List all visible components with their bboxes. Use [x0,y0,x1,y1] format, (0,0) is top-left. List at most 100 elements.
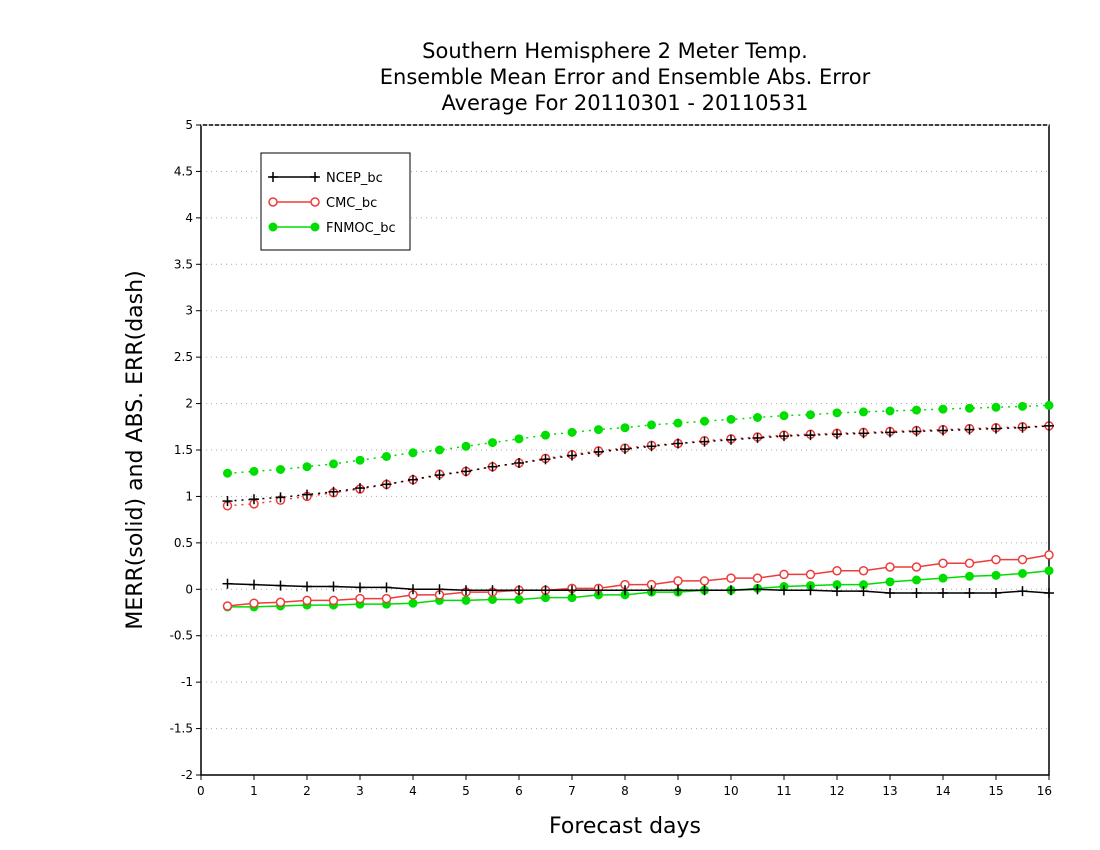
point-ncep-bc-merr [540,585,551,596]
legend-marker-cmc-bc [310,197,320,207]
legend-label-cmc-bc: CMC_bc [326,196,377,211]
legend-label-fnmoc-bc: FNMOC_bc [326,221,396,236]
chart-title-line-2: Ensemble Mean Error and Ensemble Abs. Er… [380,65,871,89]
series-line-fnmoc-bc-abs-err [227,404,1050,474]
y-tick-label: 2 [185,397,193,411]
point-fnmoc-bc-abs-err [567,427,577,437]
point-ncep-bc-abs-err [779,431,789,442]
point-ncep-bc-abs-err [222,496,233,507]
legend-marker-ncep-bc [268,172,278,182]
point-cmc-bc-merr [832,565,842,576]
point-ncep-bc-abs-err [991,423,1001,434]
point-ncep-bc-merr [275,580,286,591]
axes: 54.543.532.521.510.50-0.5-1-1.5-20 1 2 3 4 5 6… [170,118,1052,798]
point-fnmoc-bc-abs-err [753,413,762,422]
point-ncep-bc-abs-err [699,436,710,447]
point-fnmoc-bc-abs-err [514,434,524,444]
point-ncep-bc-abs-err [567,450,577,461]
y-tick-label: 3.5 [174,257,193,271]
point-fnmoc-bc-abs-err [779,411,789,421]
y-tick-label: 1.5 [174,443,193,457]
point-cmc-bc-merr [673,576,683,586]
point-cmc-bc-merr [752,573,763,583]
x-tick-label: 10 [723,784,738,798]
point-ncep-bc-abs-err [434,470,445,481]
point-cmc-bc-merr [275,597,286,608]
y-tick-label: -1.5 [170,722,193,736]
point-ncep-bc-abs-err [408,474,418,485]
x-tick-label: 5 [462,784,470,798]
x-tick-label: 7 [568,784,576,798]
point-fnmoc-bc-abs-err [541,430,550,440]
point-ncep-bc-abs-err [461,466,471,477]
point-cmc-bc-merr [991,554,1001,565]
point-ncep-bc-merr [964,588,975,598]
point-ncep-bc-merr [699,585,710,596]
point-fnmoc-bc-abs-err [1018,401,1027,411]
point-cmc-bc-merr [328,595,339,606]
point-fnmoc-bc-abs-err [223,468,232,478]
point-ncep-bc-abs-err [726,434,736,445]
point-fnmoc-bc-merr [461,595,471,605]
series-line-cmc-bc-abs-err [227,425,1050,507]
point-ncep-bc-merr [832,586,842,597]
point-cmc-bc-merr [302,595,312,606]
series-line-fnmoc-bc-merr [227,569,1050,608]
legend-marker-fnmoc-bc [268,222,278,232]
point-ncep-bc-merr [646,585,657,596]
point-fnmoc-bc-abs-err [806,410,815,420]
x-tick-label: 12 [829,784,844,798]
point-fnmoc-bc-abs-err [647,420,656,430]
x-axis-label: Forecast days [549,814,701,839]
point-cmc-bc-merr [858,565,869,576]
y-tick-label: -1 [181,675,193,689]
series-line-cmc-bc-merr [227,554,1050,607]
point-fnmoc-bc-merr [1018,569,1027,578]
point-fnmoc-bc-abs-err [329,459,338,469]
point-cmc-bc-merr [885,562,895,572]
y-tick-label: -0.5 [170,629,193,643]
legend-label-ncep-bc: NCEP_bc [326,171,383,186]
x-tick-label: 1 [250,784,258,798]
point-fnmoc-bc-abs-err [276,465,285,474]
series-line-ncep-bc-abs-err [227,425,1050,502]
point-fnmoc-bc-abs-err [991,402,1001,412]
point-cmc-bc-merr [911,562,922,572]
point-fnmoc-bc-abs-err [488,438,497,448]
y-tick-label: 0.5 [174,536,193,550]
y-tick-label: 4.5 [174,164,193,178]
chart-title-line-3: Average For 20110301 - 20110531 [441,91,808,115]
point-cmc-bc-merr [699,576,710,586]
point-fnmoc-bc-merr [514,595,524,604]
point-fnmoc-bc-abs-err [435,445,444,455]
point-fnmoc-bc-merr [408,598,418,608]
point-ncep-bc-merr [461,585,471,596]
y-tick-label: 0 [185,582,193,596]
point-cmc-bc-merr [938,558,948,569]
point-ncep-bc-merr [434,584,445,595]
point-ncep-bc-abs-err [885,427,895,438]
point-ncep-bc-abs-err [328,486,339,497]
point-ncep-bc-abs-err [832,429,842,440]
point-cmc-bc-merr [805,569,816,580]
point-ncep-bc-merr [673,585,683,596]
point-ncep-bc-abs-err [249,494,259,505]
point-ncep-bc-abs-err [1017,422,1028,433]
point-fnmoc-bc-abs-err [885,406,895,416]
x-tick-label: 4 [409,784,417,798]
legend: NCEP_bc CMC_bc FNMOC_bc [260,152,411,251]
point-fnmoc-bc-merr [991,570,1001,580]
x-tick-label: 11 [776,784,791,798]
point-ncep-bc-abs-err [355,483,365,494]
point-ncep-bc-merr [249,579,259,590]
y-tick-label: -2 [181,768,193,782]
point-fnmoc-bc-abs-err [726,414,736,424]
point-ncep-bc-abs-err [620,444,630,455]
point-cmc-bc-merr [355,593,365,604]
x-tick-label: 8 [621,784,629,798]
point-ncep-bc-merr [302,581,312,592]
point-ncep-bc-merr [938,588,948,598]
point-ncep-bc-merr [514,585,524,596]
point-ncep-bc-abs-err [381,479,392,490]
point-ncep-bc-abs-err [646,441,657,452]
